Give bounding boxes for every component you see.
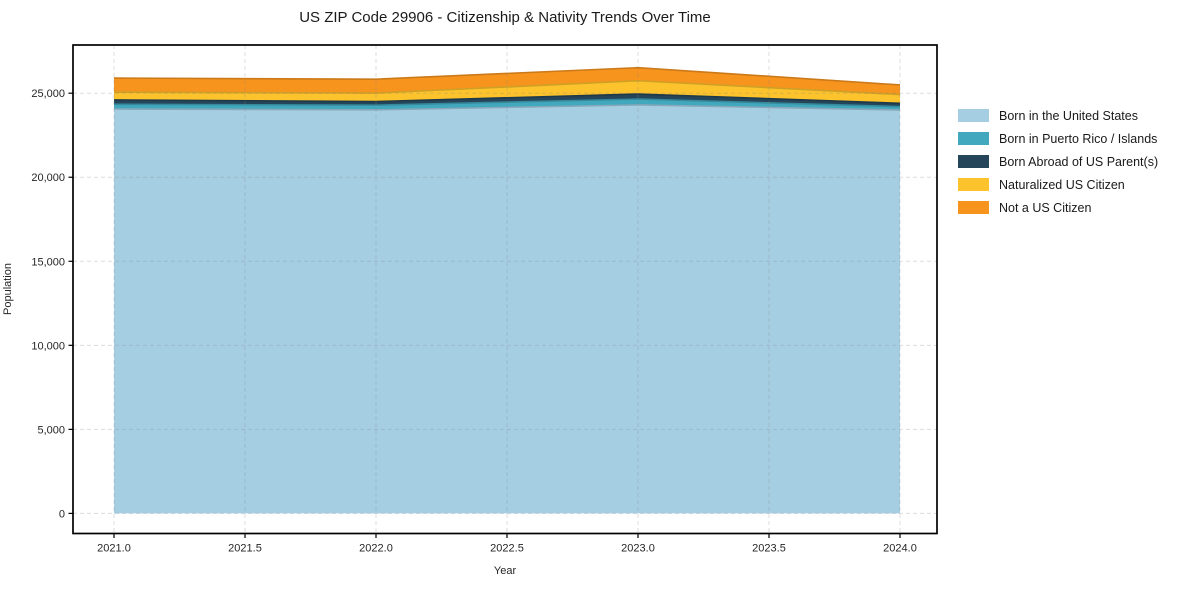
x-tick-label: 2024.0 <box>883 543 917 555</box>
legend-item: Born in Puerto Rico / Islands <box>958 127 1158 150</box>
legend-swatch-born-pr <box>958 132 989 145</box>
y-tick-label: 25,000 <box>31 88 65 100</box>
legend-swatch-born-abroad <box>958 155 989 168</box>
y-tick-label: 0 <box>59 508 65 520</box>
legend: Born in the United States Born in Puerto… <box>958 104 1158 219</box>
x-axis-label: Year <box>493 565 517 577</box>
x-tick-label: 2022.5 <box>490 543 524 555</box>
legend-item: Born in the United States <box>958 104 1158 127</box>
x-tick-label: 2023.5 <box>752 543 786 555</box>
y-tick-label: 15,000 <box>31 256 65 268</box>
x-tick-label: 2022.0 <box>359 543 393 555</box>
x-tick-label: 2023.0 <box>621 543 655 555</box>
y-tick-label: 10,000 <box>31 340 65 352</box>
legend-label: Not a US Citizen <box>999 200 1092 215</box>
y-tick-label: 20,000 <box>31 172 65 184</box>
legend-item: Born Abroad of US Parent(s) <box>958 150 1158 173</box>
y-tick-label: 5,000 <box>37 424 65 436</box>
legend-swatch-born-us <box>958 109 989 122</box>
legend-item: Not a US Citizen <box>958 196 1158 219</box>
legend-swatch-naturalized <box>958 178 989 191</box>
legend-item: Naturalized US Citizen <box>958 173 1158 196</box>
legend-label: Born in Puerto Rico / Islands <box>999 131 1158 146</box>
x-tick-label: 2021.0 <box>97 543 131 555</box>
legend-label: Born in the United States <box>999 108 1138 123</box>
x-tick-label: 2021.5 <box>228 543 262 555</box>
legend-label: Born Abroad of US Parent(s) <box>999 154 1159 169</box>
legend-swatch-not-citizen <box>958 201 989 214</box>
y-axis-label: Population <box>2 263 14 315</box>
chart-title: US ZIP Code 29906 - Citizenship & Nativi… <box>299 9 711 26</box>
legend-label: Naturalized US Citizen <box>999 177 1125 192</box>
